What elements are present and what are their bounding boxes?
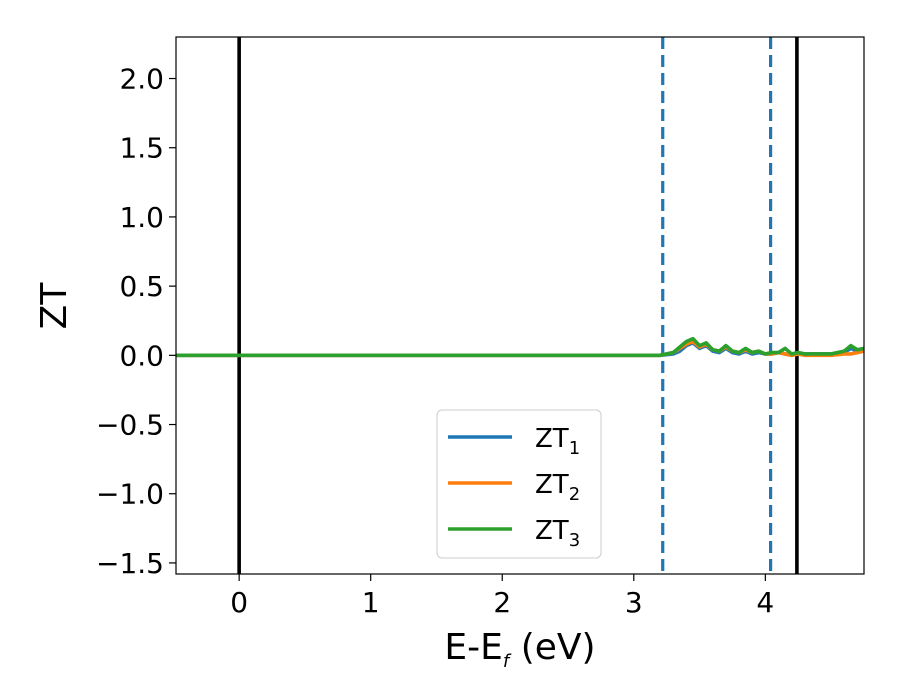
y-tick-label: −1.5 <box>96 547 164 580</box>
y-tick-label: 1.5 <box>119 132 164 165</box>
y-axis-label: ZT <box>34 282 75 330</box>
x-tick-label: 4 <box>756 586 774 619</box>
legend-box <box>436 409 602 559</box>
plot-frame <box>175 36 865 575</box>
y-tick-label: 0.5 <box>119 270 164 303</box>
reference-lines <box>237 37 799 574</box>
x-tick-label: 0 <box>230 586 248 619</box>
series-line-3 <box>176 336 864 358</box>
y-tick-label: 1.0 <box>119 201 164 234</box>
x-tick-label: 2 <box>493 586 511 619</box>
y-tick-label: −1.0 <box>96 478 164 511</box>
y-tick-label: −0.5 <box>96 409 164 442</box>
x-axis: 0 1 2 3 4 <box>230 574 774 619</box>
legend-label-2: ZT2 <box>535 470 580 505</box>
legend: ZT1 ZT2 ZT3 <box>436 409 602 559</box>
y-tick-label: 2.0 <box>119 63 164 96</box>
y-tick-label: 0.0 <box>119 339 164 372</box>
x-axis-label: E-Ef (eV) <box>444 627 595 672</box>
x-tick-label: 3 <box>625 586 643 619</box>
series-group <box>176 336 864 358</box>
x-tick-label: 1 <box>362 586 380 619</box>
legend-label-3: ZT3 <box>535 516 580 551</box>
legend-label-1: ZT1 <box>535 424 580 459</box>
y-axis: −1.5 −1.0 −0.5 0.0 0.5 1.0 1.5 2.0 <box>96 63 176 580</box>
